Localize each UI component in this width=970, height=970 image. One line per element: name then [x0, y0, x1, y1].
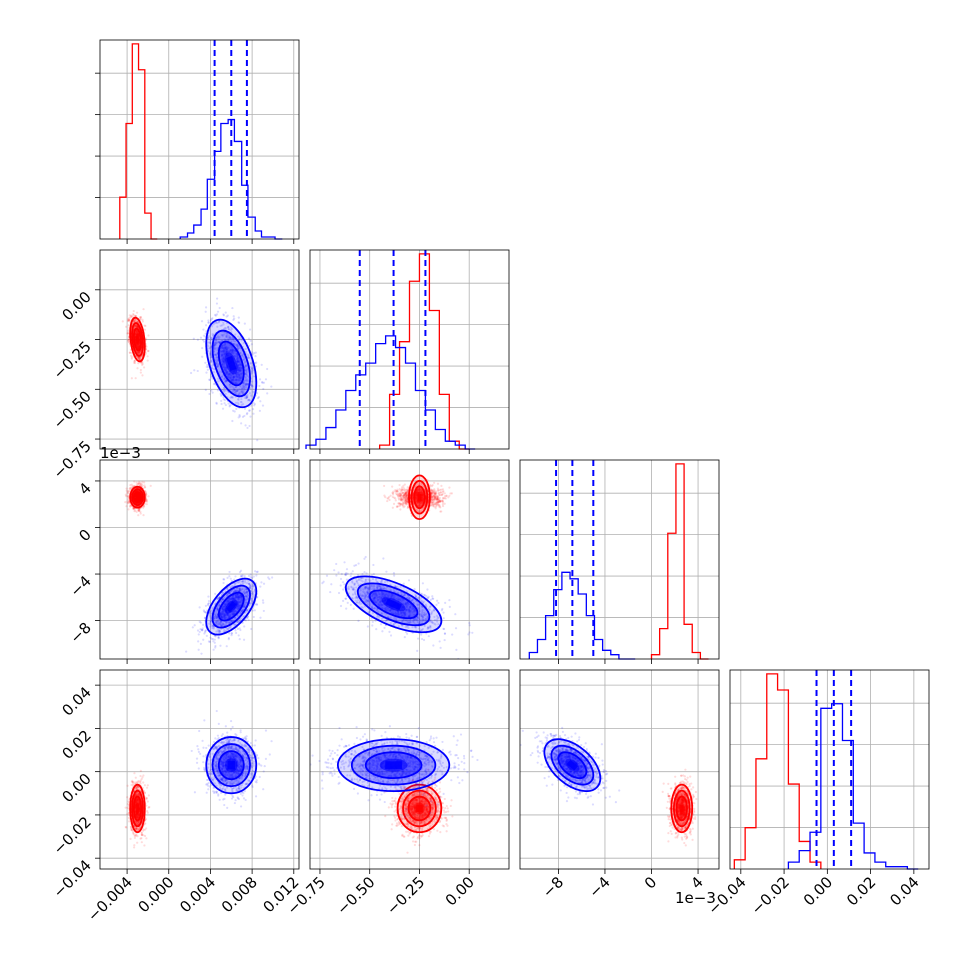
y-tick-label: −0.25	[50, 338, 95, 383]
y-tick-label: 0.00	[58, 288, 94, 324]
panel-frame	[729, 669, 930, 870]
panel-frame	[99, 459, 300, 660]
panel-frame	[309, 249, 510, 450]
x-tick-label: −0.02	[748, 873, 793, 918]
y-tick-label: −0.75	[50, 437, 95, 482]
panel-frame	[309, 669, 510, 870]
x-tick-label: 0.004	[176, 873, 219, 916]
panel-frame	[519, 669, 720, 870]
contours-red	[670, 783, 694, 834]
panel-frame	[519, 459, 720, 660]
x-tick-label: 0.04	[886, 873, 922, 909]
contours-blue	[543, 738, 602, 793]
x-tick-label: −0.25	[383, 873, 428, 918]
x-tick-label: −4	[585, 873, 613, 901]
y-tick-label: −0.02	[50, 813, 95, 858]
x-tick-label: −8	[539, 873, 567, 901]
y-tick-label: −0.04	[50, 856, 95, 901]
offset-label-x-p2: 1e−3	[675, 889, 716, 907]
density-panel	[520, 726, 698, 847]
density-panel	[310, 725, 479, 854]
panel-grid	[520, 460, 719, 659]
offset-label-y-p2: 1e−3	[100, 444, 141, 462]
samples-blue	[321, 555, 474, 659]
contours-red	[129, 783, 146, 834]
contours-red	[129, 316, 146, 363]
contours-blue	[336, 738, 451, 793]
density-panel	[321, 474, 474, 659]
histogram-blue	[179, 118, 283, 240]
x-tick-label: 0.00	[800, 873, 836, 909]
x-tick-label: 0	[641, 873, 660, 892]
x-tick-label: 0.00	[442, 873, 478, 909]
histogram-red	[650, 463, 709, 660]
x-tick-label: −0.004	[84, 873, 136, 925]
x-tick-label: 0.02	[843, 873, 879, 909]
y-tick-label: 0	[75, 526, 94, 545]
panel-grid	[310, 250, 509, 449]
x-tick-label: 0.000	[134, 873, 177, 916]
panel-frame	[99, 249, 300, 450]
contours-red	[408, 474, 431, 521]
panel-grid	[310, 670, 509, 869]
density-panel	[121, 297, 273, 442]
panel-grid	[100, 460, 299, 659]
density-panel	[124, 480, 274, 655]
y-tick-label: 0.04	[58, 683, 94, 719]
histogram-blue	[787, 703, 919, 870]
y-tick-label: −0.50	[50, 387, 95, 432]
contours-blue	[205, 577, 258, 636]
y-tick-label: 0.02	[58, 727, 94, 763]
density-panel	[124, 709, 273, 849]
panel-grid	[100, 250, 299, 449]
contours-blue	[205, 318, 258, 409]
x-tick-label: −0.50	[333, 873, 378, 918]
panel-frame	[309, 459, 510, 660]
contours-red	[129, 485, 146, 509]
y-tick-label: 4	[75, 479, 94, 498]
histogram-red	[119, 43, 158, 240]
y-tick-label: 0.00	[58, 770, 94, 806]
y-tick-label: −4	[66, 572, 94, 600]
x-tick-label: 0.008	[218, 873, 261, 916]
panel-frame	[99, 669, 300, 870]
panel-grid	[100, 670, 299, 869]
panel-grid	[100, 40, 299, 239]
contours-blue	[344, 575, 443, 634]
panel-frame	[99, 39, 300, 240]
y-tick-label: −8	[66, 619, 94, 647]
contours-blue	[205, 736, 258, 795]
panel-grid	[730, 670, 929, 869]
histogram-blue	[305, 335, 476, 450]
contours-red	[396, 783, 443, 834]
histogram-blue	[528, 571, 636, 660]
